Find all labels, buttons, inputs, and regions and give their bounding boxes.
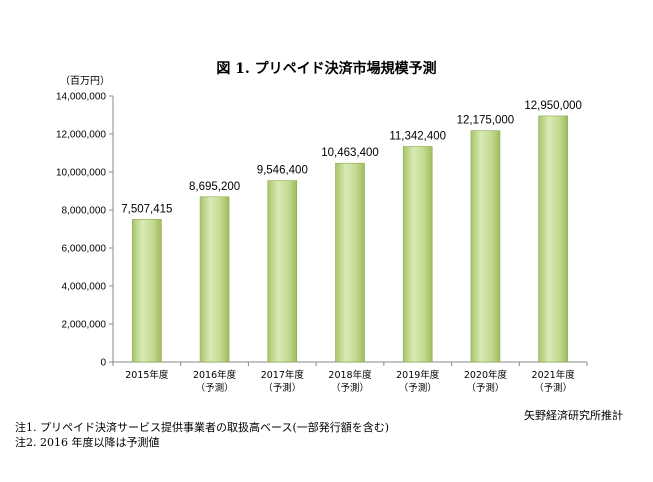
- bar: [132, 219, 162, 363]
- y-tick-label: 10,000,000: [56, 168, 106, 179]
- chart-bars: [132, 115, 568, 363]
- footnote-1: 注1. プリペイド決済サービス提供事業者の取扱高ベース(一部発行額を含む): [15, 421, 390, 434]
- x-tick-label: 2019年度: [396, 369, 440, 381]
- data-label: 8,695,200: [189, 181, 240, 193]
- y-tick-label: 4,000,000: [62, 282, 107, 293]
- data-label: 12,175,000: [457, 115, 515, 127]
- x-tick-label: 2018年度: [328, 369, 372, 381]
- source-note: 矢野経済研究所推計: [524, 409, 623, 422]
- x-tick-sublabel: （予測）: [196, 382, 234, 394]
- y-tick-label: 8,000,000: [62, 206, 107, 217]
- bar: [402, 146, 433, 363]
- x-tick-label: 2021年度: [532, 369, 576, 381]
- x-tick-label: 2020年度: [464, 369, 508, 381]
- x-tick-label: 2017年度: [261, 369, 305, 381]
- data-label: 10,463,400: [321, 147, 379, 159]
- data-label: 11,342,400: [389, 130, 446, 142]
- data-label: 9,546,400: [257, 165, 308, 177]
- footnote-2: 注2. 2016 年度以降は予測値: [15, 436, 160, 449]
- data-label: 12,950,000: [524, 100, 582, 112]
- y-tick-label: 0: [100, 358, 106, 369]
- y-tick-label: 12,000,000: [56, 130, 106, 141]
- x-tick-label: 2016年度: [193, 369, 237, 381]
- bar: [199, 196, 230, 363]
- y-tick-label: 14,000,000: [56, 92, 106, 103]
- x-tick-sublabel: （予測）: [331, 382, 369, 394]
- bar: [267, 180, 298, 363]
- data-label: 7,507,415: [121, 203, 172, 215]
- y-tick-label: 6,000,000: [62, 244, 107, 255]
- chart-labels: 7,507,4152015年度8,695,2002016年度（予測）9,546,…: [121, 100, 582, 394]
- bar: [335, 162, 365, 363]
- bar: [538, 115, 568, 363]
- bar: [470, 130, 501, 363]
- y-axis-unit-label: （百万円）: [60, 76, 110, 87]
- chart-axes: 0 2,000,000 4,000,000 6,000,000 8,000,000 10,…: [56, 92, 588, 369]
- x-tick-sublabel: （予測）: [466, 382, 504, 394]
- y-tick-label: 2,000,000: [62, 320, 107, 331]
- x-tick-sublabel: （予測）: [534, 382, 572, 394]
- chart-title: 図 1. プリペイド決済市場規模予測: [216, 61, 437, 77]
- footnotes: 注1. プリペイド決済サービス提供事業者の取扱高ベース(一部発行額を含む) 注2…: [15, 420, 389, 450]
- x-tick-sublabel: （予測）: [399, 382, 437, 394]
- x-tick-sublabel: （予測）: [263, 382, 301, 394]
- x-tick-label: 2015年度: [125, 369, 169, 381]
